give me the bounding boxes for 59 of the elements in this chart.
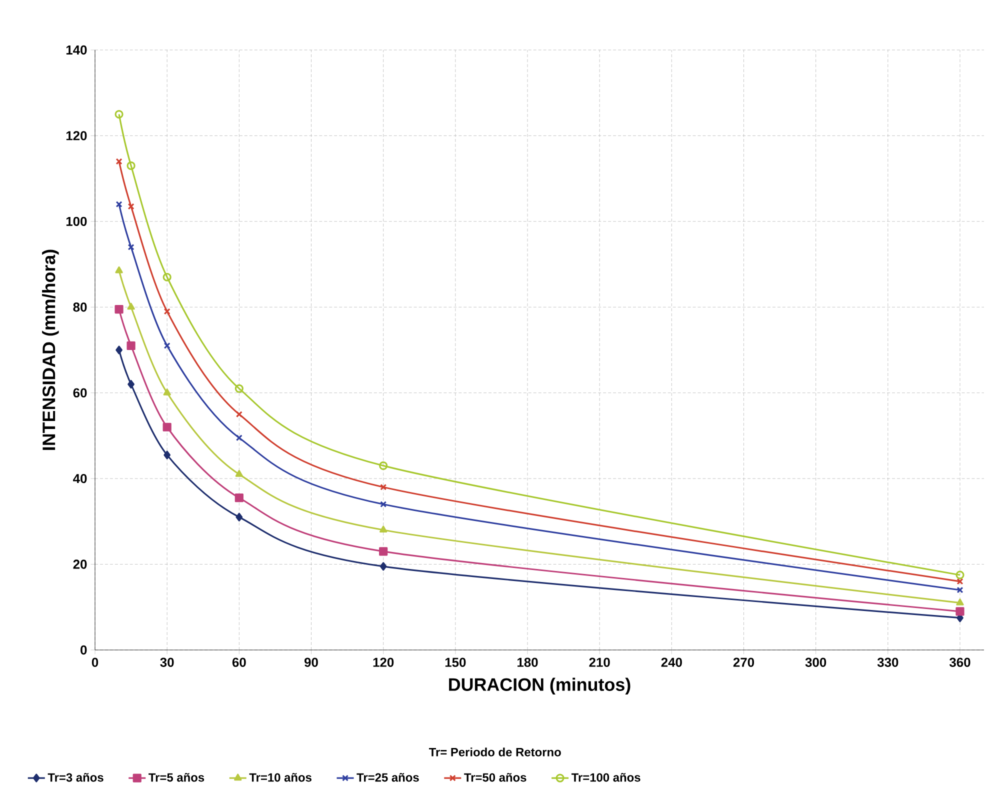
y-tick-label: 120 [66,131,87,140]
y-tick-label: 100 [66,216,87,226]
point [115,266,123,274]
point [126,341,136,350]
x-tick-label: 240 [661,658,682,667]
legend-label: Tr=5 años [148,772,204,782]
point [234,384,244,393]
point [380,562,387,571]
x-tick-label: 180 [518,658,538,667]
point [236,512,243,522]
y-tick-label: 20 [73,560,87,569]
x-tick-label: 150 [445,658,466,667]
legend-label: Tr=25 años [356,772,419,782]
legend-title: Tr= Periodo de Retorno [428,748,561,756]
point [164,308,170,315]
x-tick-label: 360 [949,658,970,667]
point [126,161,136,170]
point [162,422,172,432]
point [128,244,134,250]
point [956,607,964,616]
point [163,388,171,396]
x-tick-label: 330 [877,658,898,667]
x-tick-label: 60 [232,658,246,667]
legend-label: Tr=100 años [571,772,640,782]
point [956,598,964,606]
y-axis-title: INTENSIDAD (mm/hora) [42,250,59,450]
point [128,203,134,210]
y-tick-label: 80 [73,302,87,312]
x-tick-label: 120 [373,658,394,667]
legend-label: Tr=50 años [464,772,526,782]
legend-label: Tr=10 años [249,772,312,782]
y-tick-label: 40 [73,474,87,484]
point [128,380,134,389]
x-axis-title: DURACION (minutos) [449,678,630,694]
point [235,470,243,477]
x-tick-label: 30 [160,658,174,667]
x-tick-label: 270 [733,658,754,667]
point [164,342,170,349]
point [380,500,387,508]
point [236,410,242,418]
point [380,526,388,533]
x-tick-label: 90 [304,658,318,667]
point [116,346,122,354]
point [127,302,135,310]
point [114,304,124,314]
point [379,547,388,556]
x-tick-label: 0 [92,658,98,667]
point [380,484,387,490]
point [162,272,172,282]
point [379,461,388,470]
y-tick-label: 0 [80,645,87,655]
x-tick-label: 300 [805,658,826,667]
point [164,450,171,460]
y-tick-label: 140 [66,45,87,55]
point [236,434,242,442]
legend-label: Tr=3 años [48,772,104,782]
y-tick-label: 60 [73,388,87,398]
x-tick-label: 210 [589,658,610,667]
point [234,494,244,502]
